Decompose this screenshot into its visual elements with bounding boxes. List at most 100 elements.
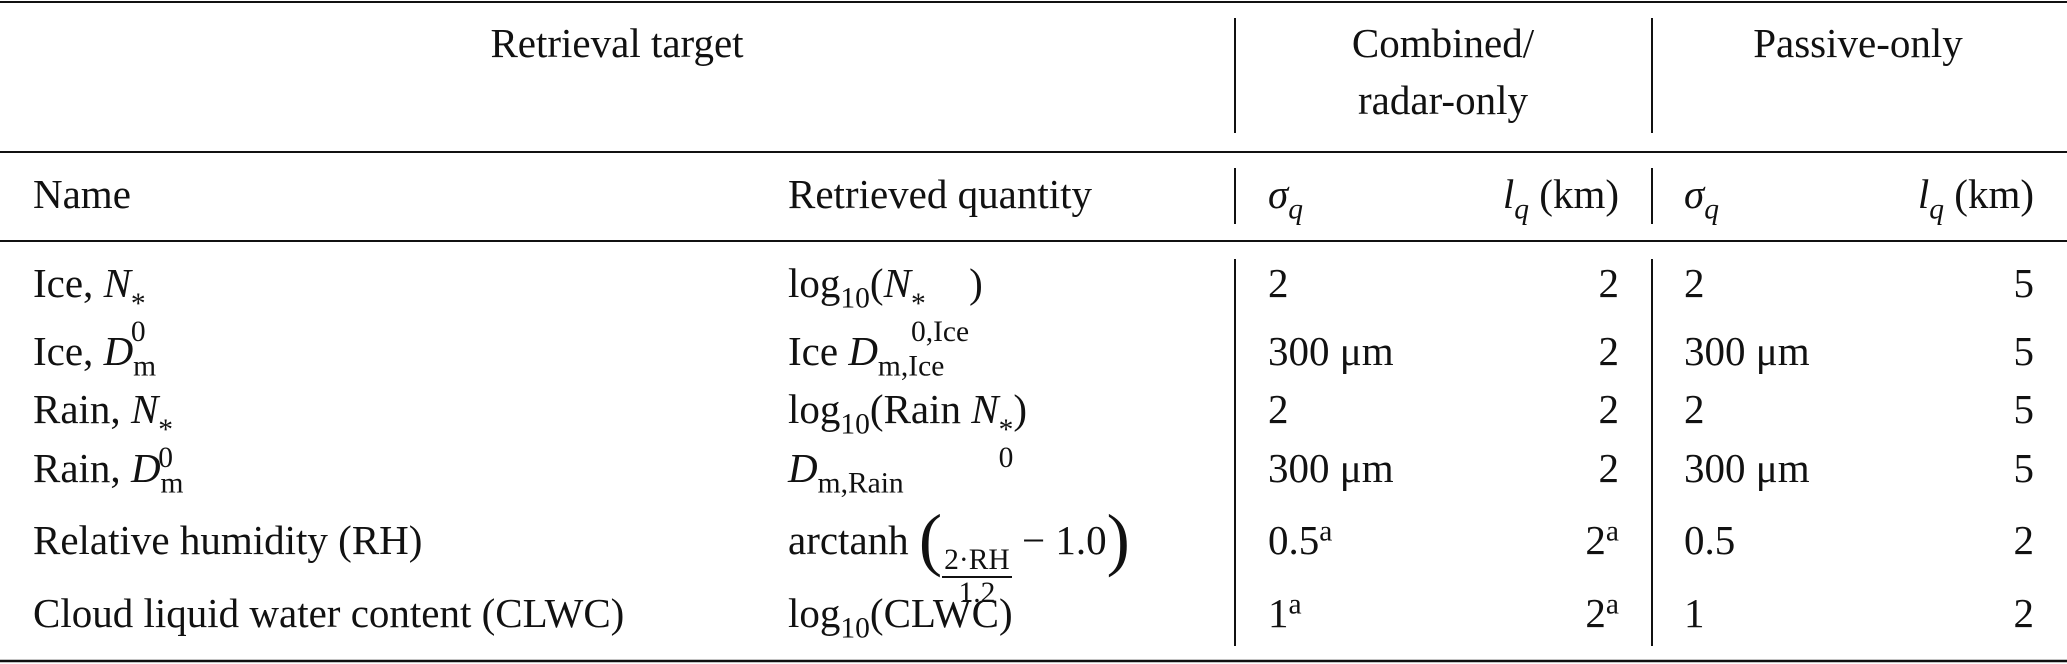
text-run: m <box>160 467 184 500</box>
text-run: 5 <box>2013 386 2035 432</box>
text-run: m <box>133 350 157 383</box>
table-cell: Cloud liquid water content (CLWC) <box>33 588 624 638</box>
text-run: Relative humidity (RH) <box>33 517 423 563</box>
text-run: D <box>788 445 818 491</box>
text-run: a <box>1288 588 1302 621</box>
table-cell: 2 <box>1268 258 1289 308</box>
text-run: l <box>1502 171 1515 217</box>
sub-sup: * 0 <box>158 414 174 475</box>
group-header: radar-only <box>1358 77 1528 123</box>
text-run: log <box>788 386 841 432</box>
text-run: Ice <box>788 328 849 374</box>
table-cell: Ice, N * 0 <box>33 258 146 347</box>
group-header: Combined/ <box>1351 20 1535 66</box>
subscript: 0,Ice <box>910 316 970 349</box>
text-run: 2 <box>1684 260 1705 306</box>
sub-sup: * 0 <box>998 414 1014 475</box>
text-run: − 1.0 <box>1011 517 1107 563</box>
table-cell: 0.5a <box>1268 515 1332 565</box>
table-cell: 2 <box>1599 326 1620 376</box>
table-cell: 2 <box>1684 384 1705 434</box>
subscript: 0 <box>998 442 1014 475</box>
text-run: N <box>103 260 131 306</box>
text-run: ) <box>1106 501 1130 579</box>
table-cell: 2 <box>1599 443 1620 493</box>
superscript: * <box>910 288 926 321</box>
table-cell: 2 <box>1268 384 1289 434</box>
superscript: * <box>998 414 1014 447</box>
text-run: (CLWC) <box>869 590 1013 636</box>
text-run: Name <box>33 171 131 217</box>
text-run: 10 <box>840 408 870 441</box>
table-cell: 5 <box>2014 443 2035 493</box>
text-run: Cloud liquid water content (CLWC) <box>33 590 625 636</box>
table-cell: σq <box>1684 169 1719 224</box>
group-header: Retrieval target <box>490 20 744 66</box>
numerator: 2·RH <box>942 543 1012 578</box>
text-run: 2 <box>2013 517 2035 563</box>
table-cell: log10(Rain N * 0) <box>788 384 1027 473</box>
text-run: (km) <box>1944 171 2034 217</box>
text-run: 2 <box>1598 386 1620 432</box>
text-run: log <box>788 260 841 306</box>
table-cell: 1a <box>1268 588 1302 638</box>
table-cell: 2 <box>1599 258 1620 308</box>
text-run: 0.5 <box>1684 517 1736 563</box>
text-run: 2 <box>1585 590 1606 636</box>
sub-sup: * 0 <box>130 288 146 347</box>
table-cell: lq (km) <box>1917 169 2034 224</box>
text-run: q <box>1704 193 1719 226</box>
text-run: 300 μm <box>1684 328 1810 374</box>
text-run: ( <box>918 501 943 579</box>
table-cell: Retrieved quantity <box>788 169 1092 219</box>
table-cell: log10(CLWC) <box>788 588 1013 643</box>
superscript: * <box>130 288 146 321</box>
text-run: D <box>130 445 161 491</box>
text-run: 300 μm <box>1684 445 1810 491</box>
text-run: a <box>1605 588 1619 621</box>
text-run: Ice, <box>33 328 104 374</box>
text-run: 2 <box>1598 260 1620 306</box>
text-run: 2 <box>1684 386 1705 432</box>
table-cell: arctanh (2·RH 1.2 − 1.0) <box>788 505 1130 608</box>
text-run: Retrieved quantity <box>788 171 1092 217</box>
text-run: 5 <box>2013 260 2035 306</box>
text-run: l <box>1917 171 1930 217</box>
table-cell: 5 <box>2014 326 2035 376</box>
table-cell: log10(N * 0,Ice) <box>788 258 983 347</box>
table-cell: 2 <box>2014 515 2035 565</box>
text-run: 2 <box>1598 328 1620 374</box>
table-cell: Rain, N * 0 <box>33 384 173 473</box>
text-run: 300 μm <box>1268 328 1394 374</box>
text-run: (Rain <box>869 386 972 432</box>
text-run: 5 <box>2013 445 2035 491</box>
text-run: a <box>1605 515 1619 548</box>
text-run: N <box>130 386 159 432</box>
text-run: m,Rain <box>817 467 904 500</box>
text-run: 2 <box>1585 517 1606 563</box>
text-run: D <box>848 328 878 374</box>
text-run: (km) <box>1529 171 1619 217</box>
text-run: a <box>1319 515 1333 548</box>
fraction: 2·RH 1.2 <box>942 543 1012 609</box>
subscript: 0 <box>158 442 174 475</box>
table-cell: 1 <box>1684 588 1705 638</box>
superscript: * <box>158 414 174 447</box>
text-run: 10 <box>840 282 870 315</box>
text-run: 5 <box>2013 328 2035 374</box>
table-cell: lq (km) <box>1502 169 1619 224</box>
text-run: 2 <box>2013 590 2035 636</box>
text-run: 2 <box>1598 445 1620 491</box>
text-run: 1 <box>1684 590 1705 636</box>
table-cell: Name <box>33 169 131 219</box>
text-run: 10 <box>840 612 870 645</box>
table-cell: 300 μm <box>1684 326 1810 376</box>
table-cell: Relative humidity (RH) <box>33 515 422 565</box>
table-cell: 2 <box>1684 258 1705 308</box>
text-run: arctanh <box>788 517 919 563</box>
table-cell: 2 <box>2014 588 2035 638</box>
table-cell: 5 <box>2014 384 2035 434</box>
denominator: 1.2 <box>958 576 996 609</box>
